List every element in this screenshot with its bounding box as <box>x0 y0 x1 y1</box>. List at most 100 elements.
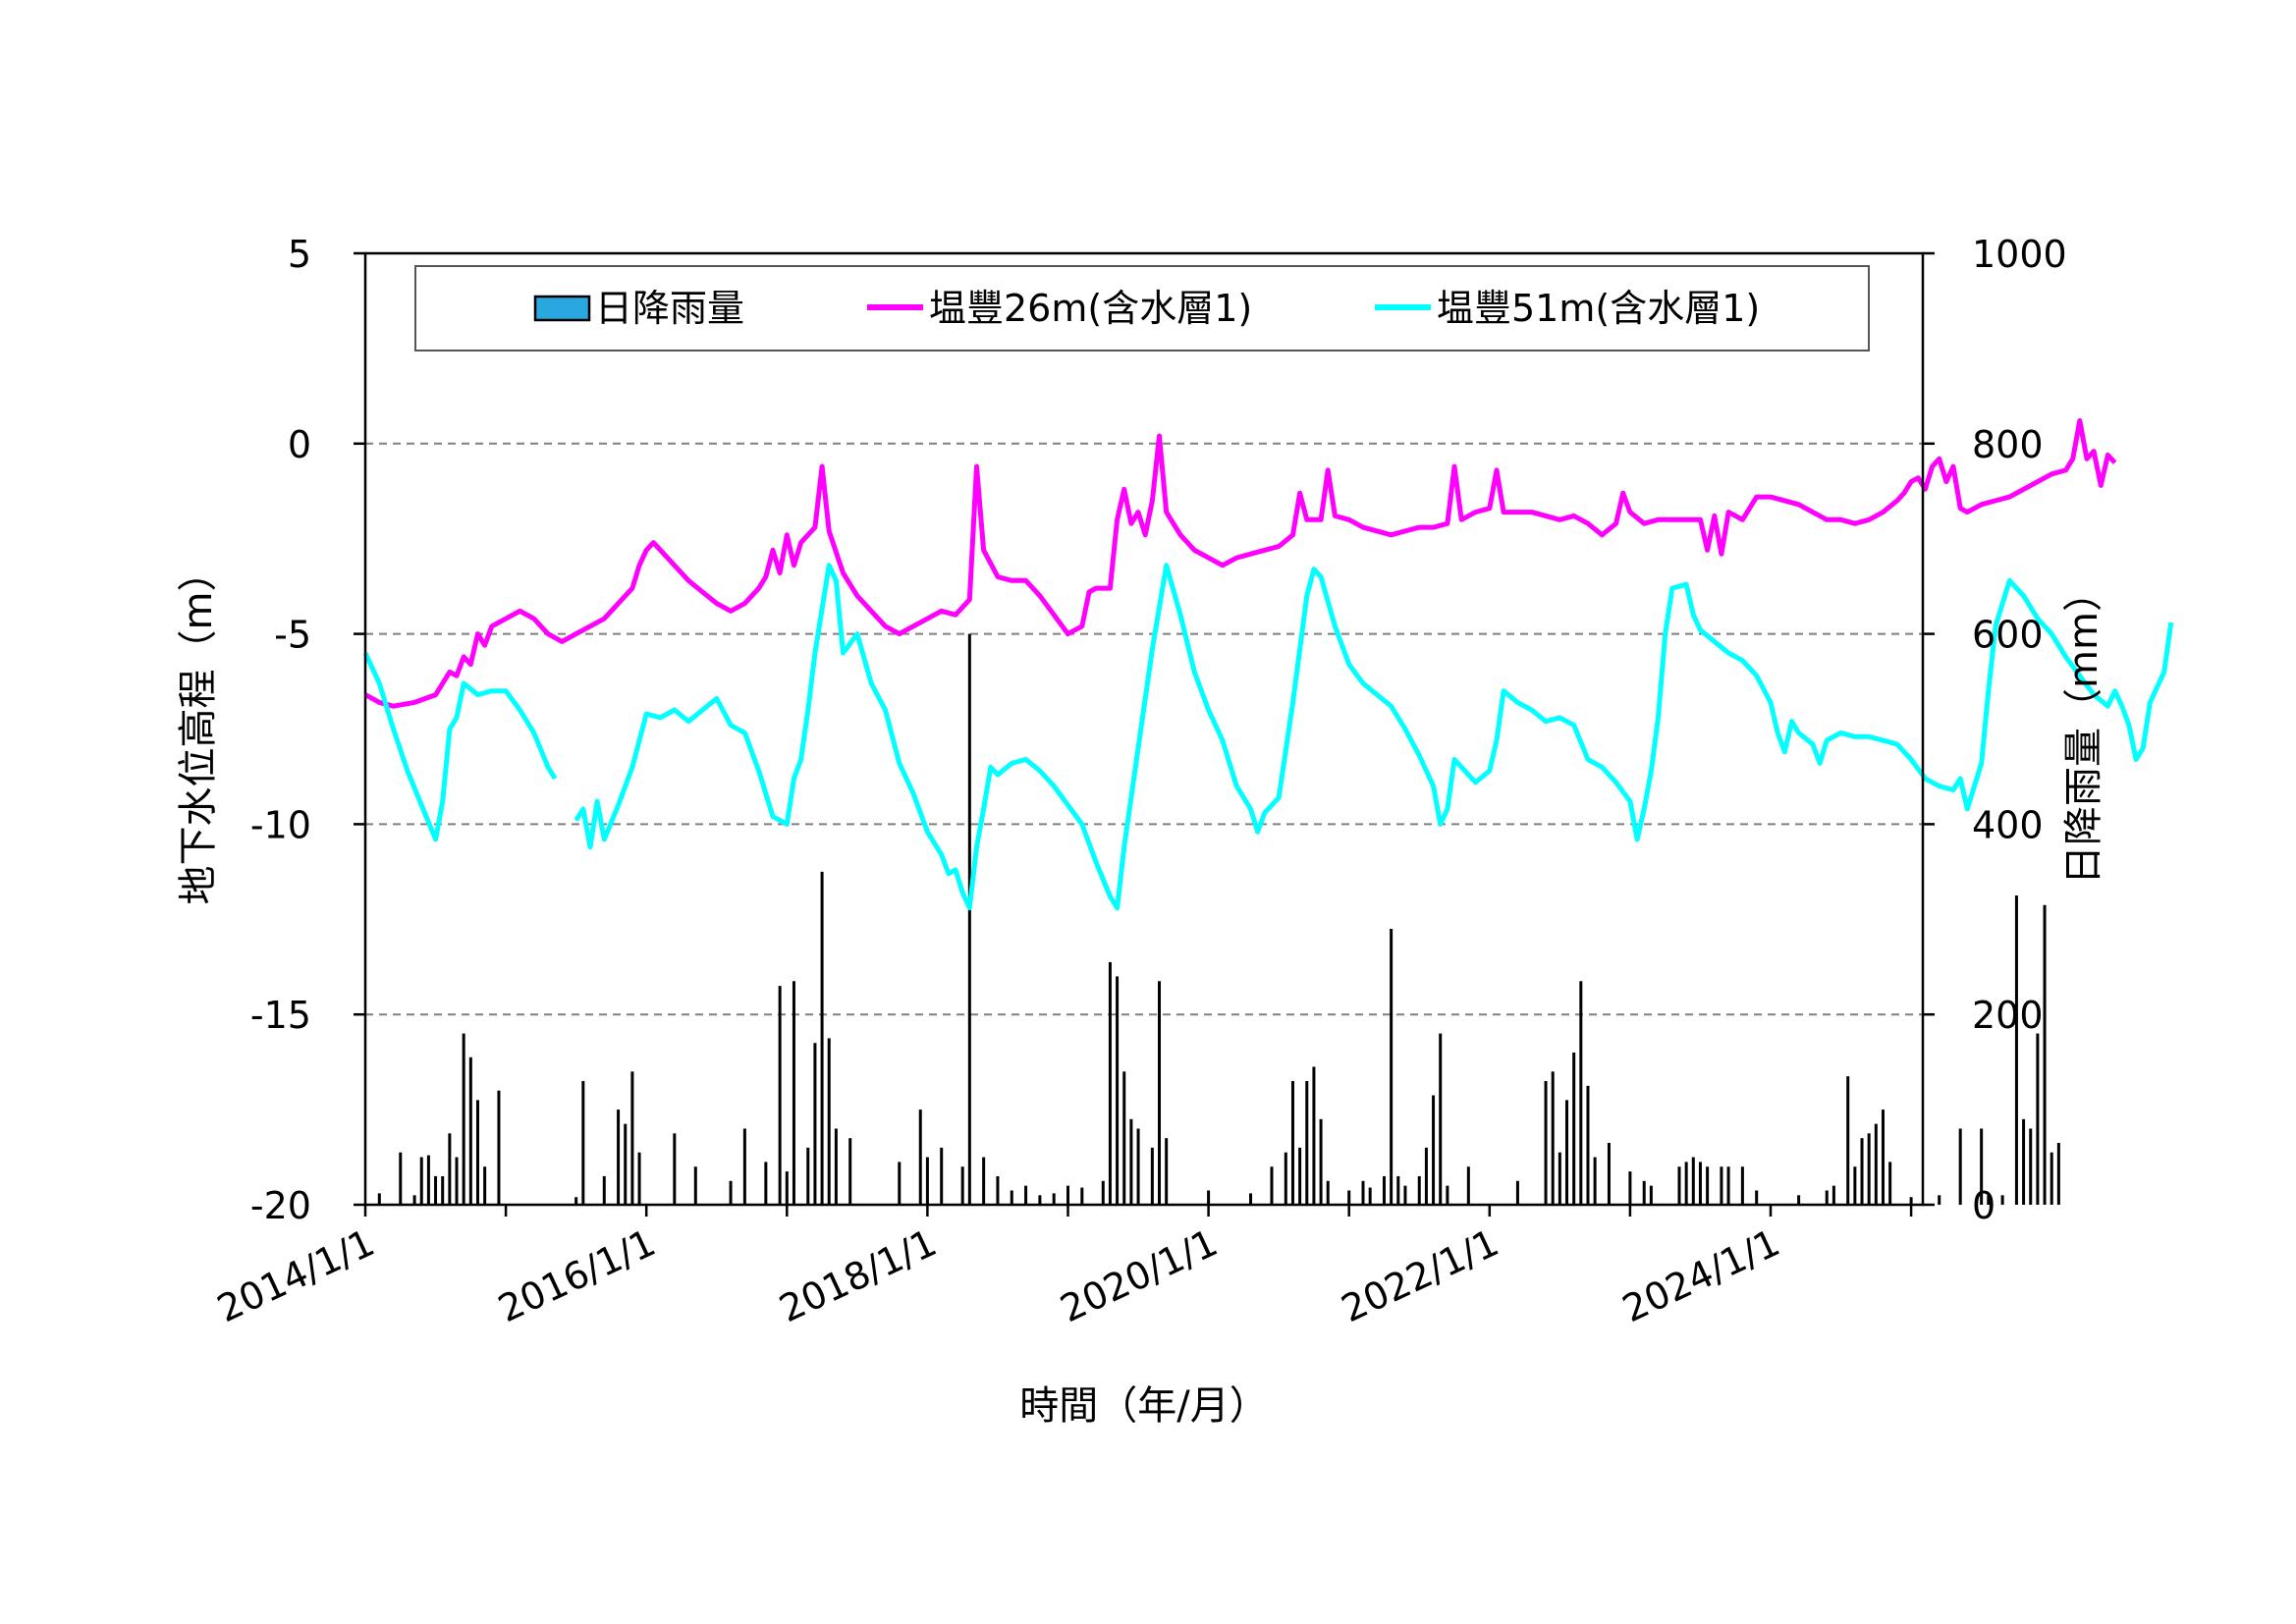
rain-bar <box>1825 1190 1829 1205</box>
rain-bar <box>1565 1100 1569 1205</box>
rain-bar <box>2056 1143 2060 1205</box>
rain-bar <box>1122 1071 1126 1205</box>
legend-label-26m: 塭豐26m(含水層1) <box>929 287 1252 330</box>
rain-bar <box>1382 1175 1386 1205</box>
rain-bar <box>1136 1128 1140 1205</box>
series-lines <box>362 418 2174 911</box>
rain-bar <box>792 981 795 1205</box>
plot-frame <box>363 251 1925 1207</box>
rain-bar <box>617 1110 621 1205</box>
rain-bar <box>1270 1166 1274 1205</box>
rain-bar <box>1649 1185 1653 1205</box>
rain-bar <box>1698 1162 1702 1205</box>
y-left-tick-label: -5 <box>274 614 311 657</box>
rain-bar <box>1706 1166 1710 1205</box>
rain-bar <box>1720 1166 1723 1205</box>
rain-bar <box>497 1090 501 1205</box>
rain-bar <box>848 1138 852 1205</box>
rain-bar <box>1150 1147 1154 1205</box>
x-tick-label: 2018/1/1 <box>773 1220 943 1330</box>
rain-bar <box>925 1157 929 1205</box>
rain-bar <box>1846 1076 1850 1205</box>
rain-bar <box>1066 1185 1069 1205</box>
rain-bar <box>1466 1166 1470 1205</box>
x-tick-label: 2016/1/1 <box>492 1220 662 1330</box>
rain-bar <box>820 871 824 1205</box>
rain-bar <box>2014 895 2018 1205</box>
rain-bar <box>1642 1180 1646 1205</box>
rain-bar <box>1108 961 1112 1205</box>
legend-label-51m: 塭豐51m(含水層1) <box>1437 287 1760 330</box>
rain-bar <box>1038 1195 1042 1205</box>
rain-bar <box>1860 1138 1864 1205</box>
rain-bar <box>441 1175 445 1205</box>
rain-bar <box>1116 976 1120 1205</box>
rain-bar <box>806 1147 810 1205</box>
rain-bar <box>1207 1190 1211 1205</box>
rain-bar <box>1579 981 1583 1205</box>
rain-bar <box>1284 1152 1287 1205</box>
rain-bar <box>1980 1128 1984 1205</box>
rain-bar <box>1755 1190 1759 1205</box>
rain-bar <box>624 1123 628 1205</box>
rain-bar <box>1101 1180 1105 1205</box>
y-right-tick-label: 600 <box>1972 614 2044 657</box>
rain-bar <box>1958 1128 1962 1205</box>
rain-bar <box>764 1162 768 1205</box>
y-right-tick-label: 800 <box>1972 423 2044 466</box>
rain-bar <box>2036 1033 2040 1205</box>
rain-bar <box>426 1155 430 1205</box>
rain-bar <box>1080 1187 1084 1205</box>
rain-bar <box>1586 1085 1590 1205</box>
y-left-axis-title: 地下水位高程（m） <box>176 553 221 905</box>
rain-bar <box>455 1157 459 1205</box>
rain-bar <box>1515 1180 1519 1205</box>
y-right-tick-label: 1000 <box>1972 233 2067 276</box>
rain-bar <box>785 1171 789 1205</box>
rain-bar <box>1396 1175 1400 1205</box>
rain-bar <box>1544 1081 1548 1205</box>
rain-bar <box>462 1033 465 1205</box>
rain-bar <box>1312 1066 1316 1205</box>
rain-bar <box>1740 1166 1744 1205</box>
rain-bar <box>1874 1123 1878 1205</box>
rain-bar <box>419 1157 423 1205</box>
rain-bar <box>1628 1171 1632 1205</box>
rain-bar <box>574 1197 578 1205</box>
rain-bar <box>1439 1033 1443 1205</box>
rain-bar <box>729 1180 733 1205</box>
rain-bar <box>1158 981 1162 1205</box>
rain-bar <box>813 1043 817 1205</box>
rain-bar <box>1909 1197 1913 1205</box>
legend-swatch-rain <box>533 295 591 322</box>
rain-bar <box>898 1162 902 1205</box>
rain-bar <box>1165 1138 1169 1205</box>
rain-bar <box>1129 1118 1133 1205</box>
rain-bar <box>630 1071 634 1205</box>
rain-bar <box>742 1128 746 1205</box>
rain-bar <box>834 1128 838 1205</box>
rain-bar <box>1684 1162 1688 1205</box>
y-left-tick-label: 5 <box>288 233 311 276</box>
rain-bar <box>2000 1195 2004 1205</box>
rain-bar <box>468 1056 472 1205</box>
rain-bar <box>1726 1166 1730 1205</box>
x-tick-label: 2014/1/1 <box>211 1220 381 1330</box>
y-right-axis-title: 日降雨量（mm） <box>2061 572 2106 885</box>
rain-bar <box>1572 1052 1576 1205</box>
rain-bar <box>996 1175 1000 1205</box>
rain-bar <box>918 1110 922 1205</box>
x-axis-title: 時間（年/月） <box>1019 1383 1268 1429</box>
rain-bar <box>1853 1166 1857 1205</box>
rain-bar <box>1987 1195 1991 1205</box>
rain-bar <box>2029 1128 2033 1205</box>
rain-bars <box>377 633 2060 1205</box>
rain-bar <box>693 1166 697 1205</box>
rain-bar <box>448 1133 452 1205</box>
rain-bar <box>1558 1152 1561 1205</box>
series-line <box>362 563 2174 911</box>
y-right-tick-label: 200 <box>1972 994 2044 1037</box>
rain-bar <box>377 1193 381 1205</box>
x-tick-label: 2022/1/1 <box>1335 1220 1504 1330</box>
y-left-tick-label: -20 <box>250 1184 311 1227</box>
